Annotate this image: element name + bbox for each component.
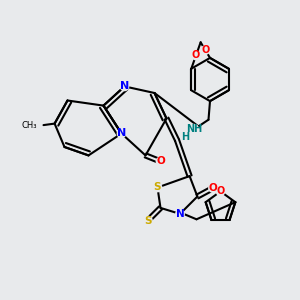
- Circle shape: [117, 129, 126, 138]
- Text: O: O: [201, 45, 209, 55]
- Circle shape: [181, 133, 190, 141]
- Text: NH: NH: [186, 124, 202, 134]
- Circle shape: [216, 187, 225, 196]
- Text: S: S: [144, 215, 152, 226]
- Circle shape: [176, 210, 184, 218]
- Circle shape: [192, 51, 200, 60]
- Circle shape: [144, 216, 152, 225]
- Text: H: H: [181, 132, 190, 142]
- Circle shape: [156, 157, 165, 166]
- Circle shape: [201, 46, 209, 54]
- Circle shape: [153, 183, 162, 192]
- Text: N: N: [176, 209, 184, 219]
- Text: O: O: [216, 186, 225, 197]
- Text: O: O: [156, 156, 165, 167]
- Text: N: N: [117, 128, 126, 139]
- Text: S: S: [154, 182, 161, 193]
- Circle shape: [190, 124, 198, 133]
- Circle shape: [209, 184, 217, 192]
- Text: CH₃: CH₃: [21, 121, 37, 130]
- Text: N: N: [120, 81, 129, 92]
- Circle shape: [120, 82, 129, 91]
- Text: O: O: [192, 50, 200, 61]
- Text: O: O: [208, 183, 217, 193]
